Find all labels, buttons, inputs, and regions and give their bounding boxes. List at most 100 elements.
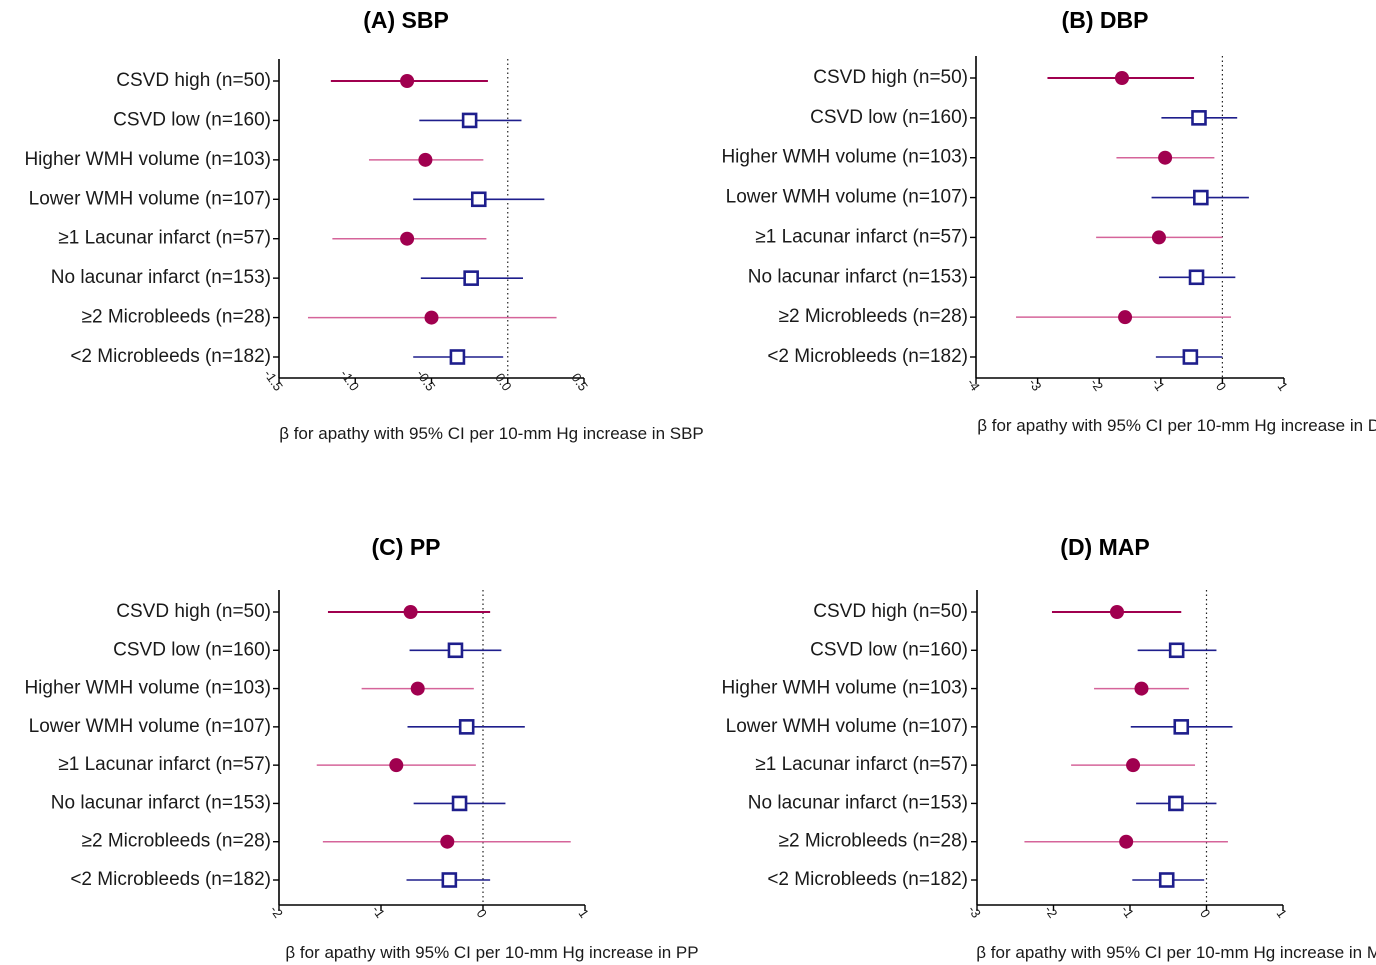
forest-row: ≥2 Microbleeds (n=28)	[779, 306, 1232, 327]
forest-panel-3: (C) PP-2 -1 0 1β for apathy with 95% CI per…	[24, 534, 698, 962]
estimate-marker-square	[447, 642, 464, 659]
estimate-marker-square	[1188, 269, 1205, 286]
panel-title: (C) PP	[372, 534, 441, 560]
forest-row: ≥1 Lacunar infarct (n=57)	[58, 228, 487, 249]
x-tick-label: 0	[1197, 906, 1213, 921]
forest-panel-2: (B) DBP-4 -3 -2 -1 0 1β for apathy with 95% C…	[721, 7, 1376, 435]
forest-panel-1: (A) SBP -1.5 -1.0 -0.5 0.0 0.5 β for apathy wi…	[24, 7, 703, 443]
x-tick-label: 1	[1274, 906, 1290, 921]
forest-row: Lower WMH volume (n=107)	[726, 187, 1249, 208]
x-tick-label: 0.5	[568, 370, 591, 393]
row-label: <2 Microbleeds (n=182)	[70, 869, 271, 890]
forest-row: ≥2 Microbleeds (n=28)	[82, 307, 557, 328]
estimate-marker-square	[441, 872, 458, 888]
forest-row: CSVD high (n=50)	[116, 70, 488, 91]
x-tick-label: 0.0	[492, 370, 515, 393]
forest-row: ≥2 Microbleeds (n=28)	[82, 831, 571, 852]
x-axis-label: β for apathy with 95% CI per 10-mm Hg in…	[977, 416, 1376, 435]
row-label: CSVD low (n=160)	[113, 639, 271, 660]
estimate-marker-circle	[403, 605, 418, 619]
row-label: ≥1 Lacunar infarct (n=57)	[58, 754, 271, 775]
estimate-marker-circle	[1119, 834, 1134, 849]
estimate-marker-circle	[400, 74, 415, 88]
forest-row: Lower WMH volume (n=107)	[726, 716, 1233, 737]
x-tick-label: 0	[1213, 379, 1229, 394]
estimate-marker-square	[1182, 349, 1199, 365]
forest-row: Higher WMH volume (n=103)	[721, 147, 1215, 168]
x-tick-label: 1	[1275, 379, 1291, 394]
estimate-marker-circle	[1114, 71, 1129, 85]
forest-row: CSVD low (n=160)	[113, 639, 502, 660]
row-label: Lower WMH volume (n=107)	[29, 188, 271, 209]
forest-row: No lacunar infarct (n=153)	[748, 266, 1236, 287]
row-label: ≥2 Microbleeds (n=28)	[82, 831, 271, 852]
row-label: No lacunar infarct (n=153)	[51, 267, 271, 288]
estimate-marker-square	[461, 112, 478, 129]
row-label: ≥2 Microbleeds (n=28)	[82, 307, 271, 328]
estimate-marker-square	[449, 349, 466, 365]
estimate-marker-circle	[400, 231, 415, 246]
row-label: Higher WMH volume (n=103)	[24, 149, 271, 170]
estimate-marker-circle	[1158, 150, 1173, 165]
forest-row: No lacunar infarct (n=153)	[51, 267, 523, 288]
forest-row: Higher WMH volume (n=103)	[721, 678, 1189, 699]
estimate-marker-circle	[389, 758, 404, 773]
forest-row: No lacunar infarct (n=153)	[748, 792, 1217, 813]
estimate-marker-circle	[410, 681, 425, 696]
forest-row: CSVD high (n=50)	[813, 601, 1182, 622]
row-label: No lacunar infarct (n=153)	[51, 792, 271, 813]
forest-row: ≥2 Microbleeds (n=28)	[779, 831, 1228, 852]
x-tick-label: -1.0	[337, 367, 362, 394]
x-tick-label: 0	[474, 906, 490, 921]
row-label: ≥1 Lacunar infarct (n=57)	[755, 754, 968, 775]
row-label: Higher WMH volume (n=103)	[721, 678, 968, 699]
forest-row: Higher WMH volume (n=103)	[24, 149, 484, 170]
estimate-marker-circle	[1134, 681, 1149, 696]
x-tick-label: -0.5	[413, 367, 438, 394]
forest-row: CSVD high (n=50)	[813, 67, 1195, 88]
row-label: Lower WMH volume (n=107)	[726, 187, 968, 208]
x-axis-label: β for apathy with 95% CI per 10-mm Hg in…	[285, 943, 698, 962]
row-label: ≥1 Lacunar infarct (n=57)	[755, 226, 968, 247]
row-label: CSVD high (n=50)	[116, 70, 271, 91]
forest-row: ≥1 Lacunar infarct (n=57)	[755, 226, 1223, 247]
row-label: Higher WMH volume (n=103)	[24, 678, 271, 699]
x-axis-label: β for apathy with 95% CI per 10-mm Hg in…	[976, 943, 1376, 962]
row-label: Lower WMH volume (n=107)	[726, 716, 968, 737]
forest-row: <2 Microbleeds (n=182)	[70, 346, 504, 367]
row-label: CSVD low (n=160)	[113, 109, 271, 130]
estimate-marker-square	[1168, 642, 1185, 659]
forest-row: CSVD high (n=50)	[116, 601, 491, 622]
row-label: No lacunar infarct (n=153)	[748, 266, 968, 287]
row-label: CSVD high (n=50)	[813, 67, 968, 88]
estimate-marker-circle	[418, 152, 433, 167]
row-label: CSVD high (n=50)	[813, 601, 968, 622]
estimate-marker-square	[463, 270, 479, 286]
estimate-marker-square	[1193, 189, 1209, 206]
panel-title: (D) MAP	[1060, 534, 1149, 560]
forest-row: Lower WMH volume (n=107)	[29, 188, 545, 209]
row-label: No lacunar infarct (n=153)	[748, 792, 968, 813]
forest-row: CSVD low (n=160)	[113, 109, 522, 130]
estimate-marker-square	[458, 719, 475, 735]
row-label: ≥2 Microbleeds (n=28)	[779, 831, 968, 852]
row-label: <2 Microbleeds (n=182)	[767, 869, 968, 890]
row-label: Lower WMH volume (n=107)	[29, 716, 271, 737]
forest-row: No lacunar infarct (n=153)	[51, 792, 506, 813]
row-label: <2 Microbleeds (n=182)	[767, 346, 968, 367]
row-label: CSVD low (n=160)	[810, 107, 968, 128]
forest-row: ≥1 Lacunar infarct (n=57)	[58, 754, 476, 775]
row-label: ≥1 Lacunar infarct (n=57)	[58, 228, 271, 249]
estimate-marker-square	[1158, 872, 1175, 888]
forest-row: Lower WMH volume (n=107)	[29, 716, 525, 737]
forest-row: ≥1 Lacunar infarct (n=57)	[755, 754, 1196, 775]
estimate-marker-circle	[1109, 605, 1124, 619]
forest-panel-4: (D) MAP-3 -2 -1 0 1β for apathy with 95% CI …	[721, 534, 1376, 962]
row-label: Higher WMH volume (n=103)	[721, 147, 968, 168]
forest-row: <2 Microbleeds (n=182)	[70, 869, 491, 890]
forest-row: CSVD low (n=160)	[810, 639, 1217, 660]
x-tick-label: -1.5	[261, 367, 286, 394]
x-axis-label: β for apathy with 95% CI per 10-mm Hg in…	[279, 424, 704, 443]
forest-row: <2 Microbleeds (n=182)	[767, 346, 1223, 367]
